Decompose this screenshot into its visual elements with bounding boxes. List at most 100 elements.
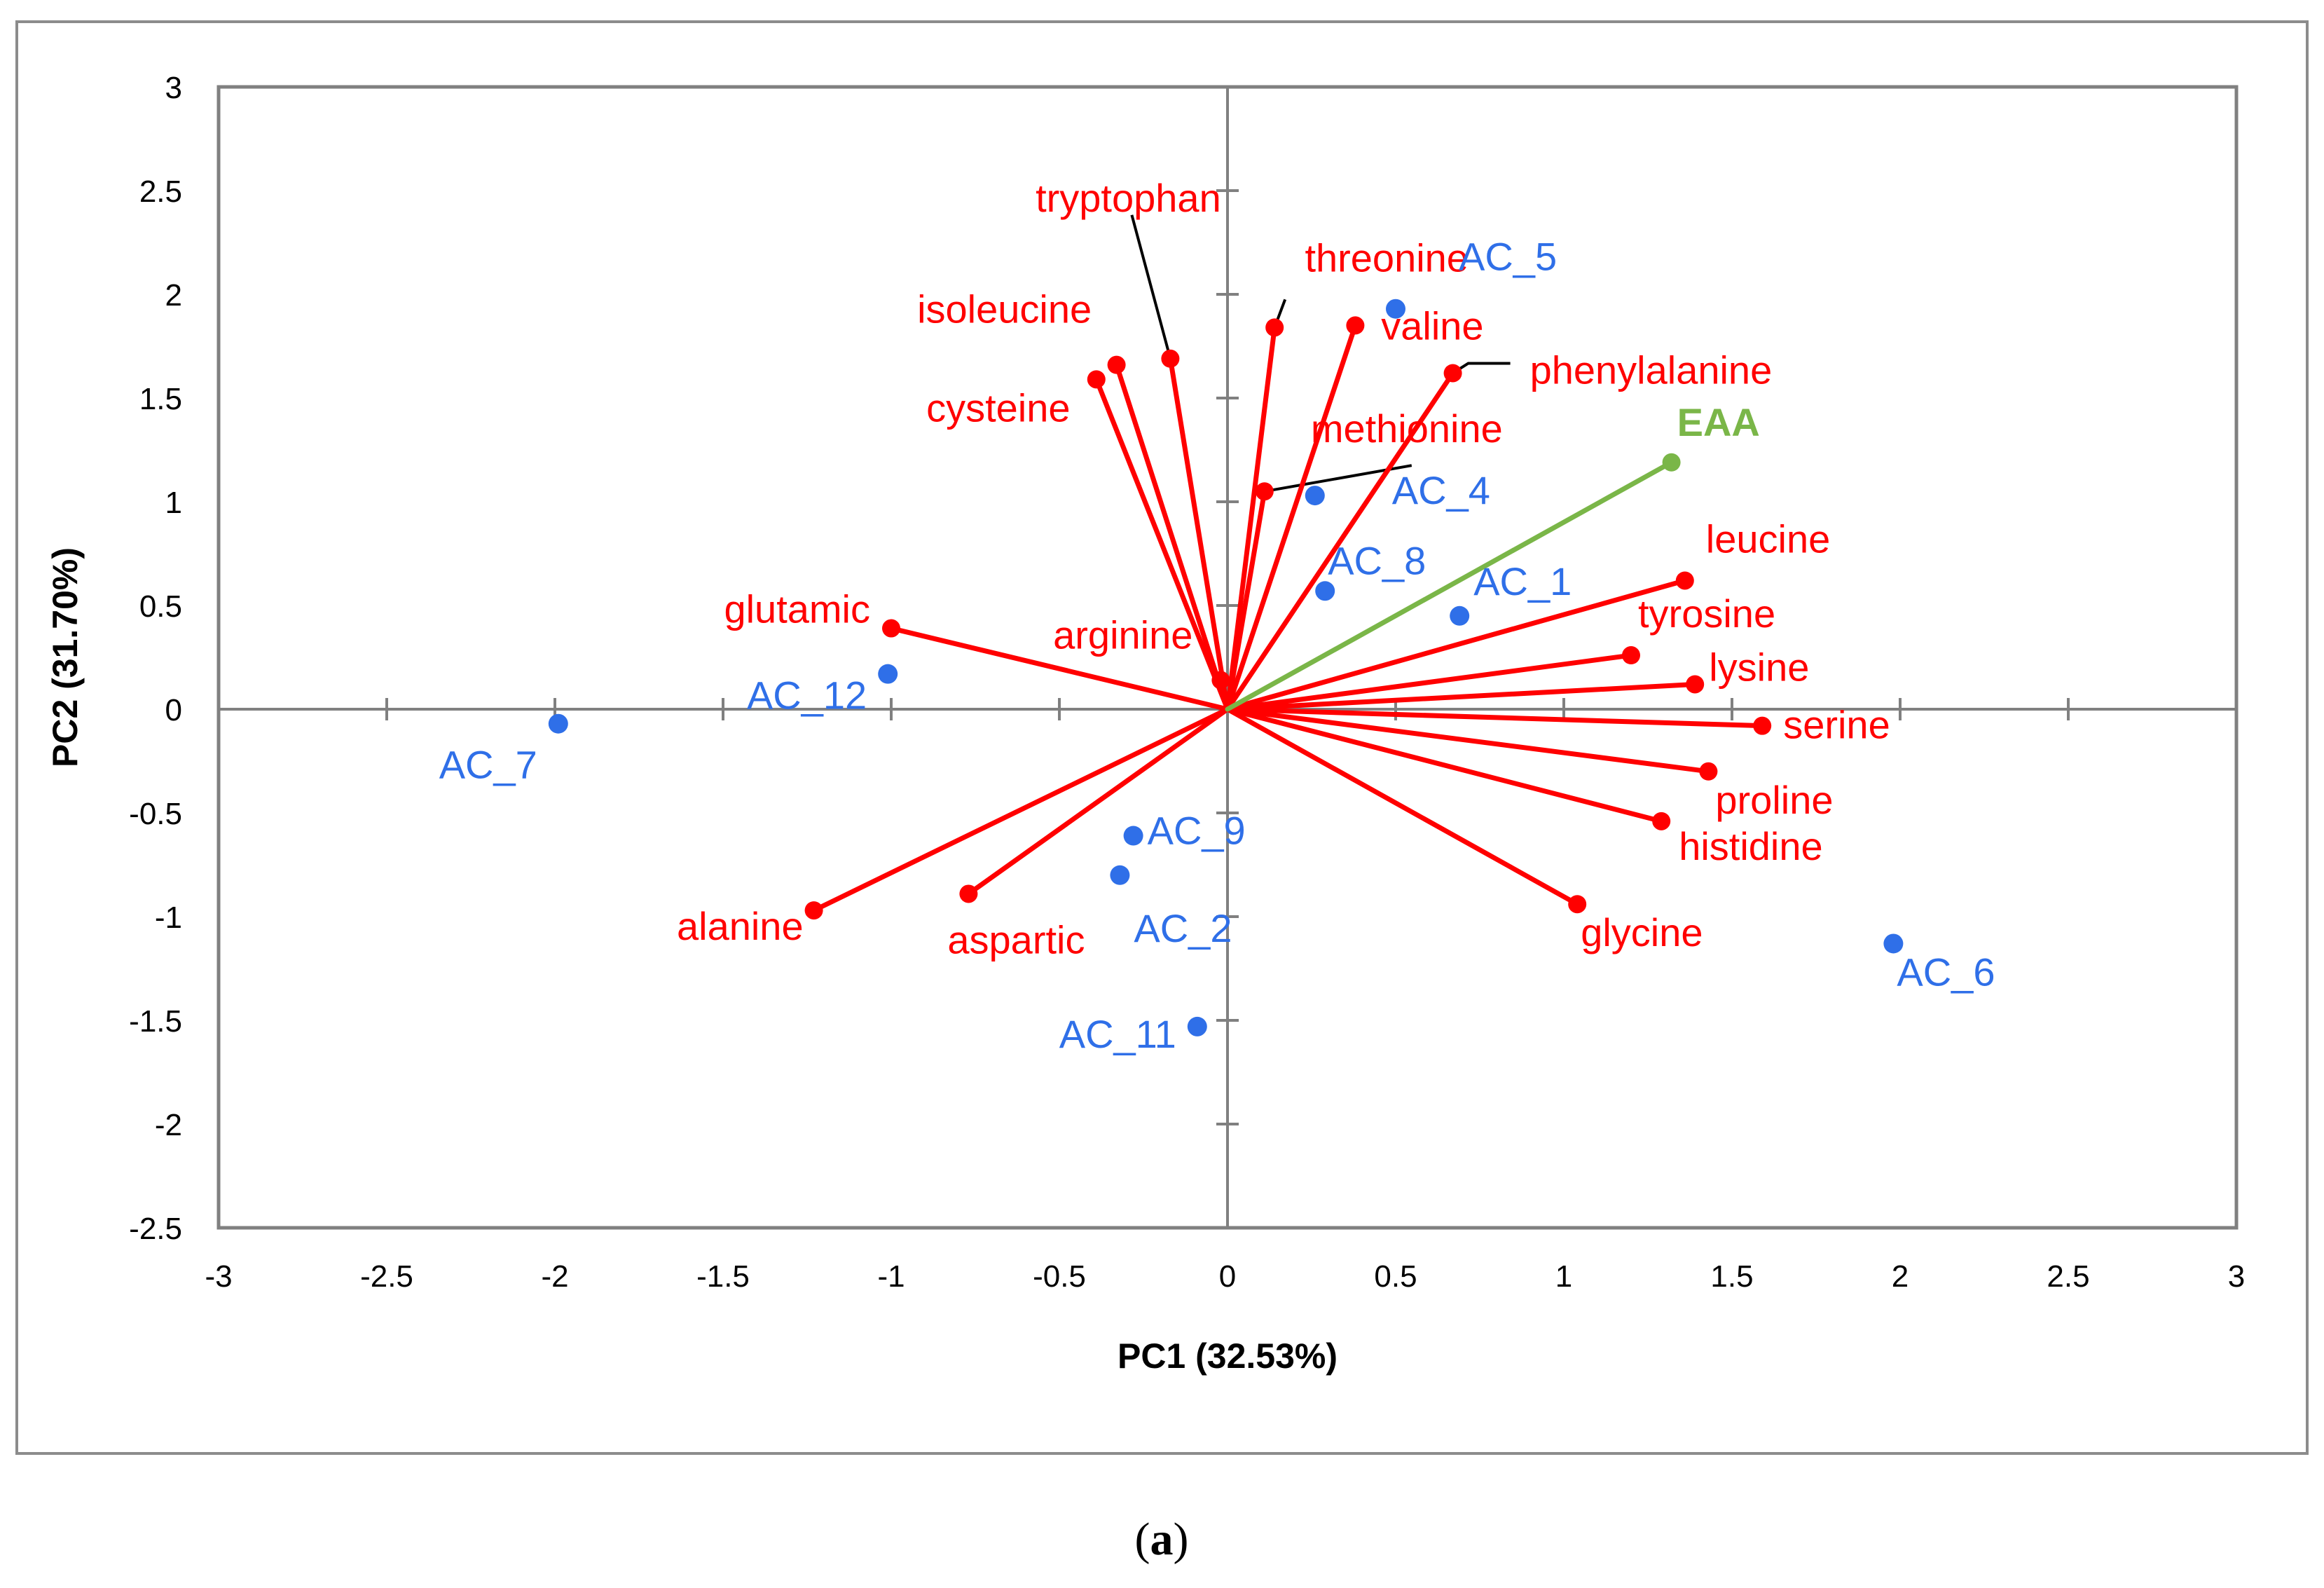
vector-threonine [1225,324,1277,712]
variable-label-serine: serine [1783,703,1890,747]
point-label-ac-12: AC_12 [747,673,867,718]
vector-aspartic [965,706,1230,896]
point-label-ac-1: AC_1 [1473,559,1572,603]
vector-tip-alanine [804,901,823,920]
x-tick-label: 1.5 [1710,1259,1753,1294]
variable-label-glycine: glycine [1581,910,1703,954]
vector-proline [1225,706,1711,774]
variable-vector-layer [804,316,1772,920]
supplementary-label-eaa: EAA [1677,400,1760,444]
caption-close: ) [1174,1514,1189,1565]
x-tick-label: -1 [877,1259,905,1294]
variable-label-glutamic: glutamic [724,587,870,631]
vector-tip-proline [1699,762,1718,781]
y-tick-label: -0.5 [129,797,182,831]
vector-tip-tyrosine [1622,646,1640,665]
variable-label-phenylalanine: phenylalanine [1530,348,1773,392]
point-ac-2 [1110,865,1130,885]
y-tick-label: -1.5 [129,1004,182,1039]
x-tick-label: 0.5 [1374,1259,1417,1294]
variable-label-cysteine: cysteine [926,385,1070,430]
vector-phenylalanine [1225,370,1456,712]
vector-tryptophan [1167,356,1230,712]
point-label-ac-11: AC_11 [1059,1012,1176,1056]
y-tick-label: 1.5 [139,382,182,416]
x-tick-label: 3 [2228,1259,2245,1294]
variable-label-isoleucine: isoleucine [917,287,1092,331]
point-ac-9 [1123,826,1143,846]
vector-tyrosine [1225,652,1634,712]
variable-label-tyrosine: tyrosine [1638,591,1775,636]
variable-label-tryptophan: tryptophan [1036,176,1221,220]
x-tick-label: -0.5 [1033,1259,1086,1294]
variable-label-leucine: leucine [1706,516,1830,561]
y-axis-title: PC2 (31.70%) [46,547,85,767]
y-tick-label: -2 [155,1108,182,1142]
y-tick-label: 1 [165,486,182,520]
x-tick-label: 0 [1219,1259,1236,1294]
point-ac-4 [1305,486,1325,506]
x-axis-title: PC1 (32.53%) [1118,1336,1338,1376]
vector-methionine [1225,488,1267,712]
vector-tip-glycine [1568,895,1587,914]
point-ac-5 [1386,299,1405,319]
point-ac-8 [1315,581,1335,601]
y-tick-label: 2 [165,278,182,313]
vector-alanine [811,706,1230,913]
x-tick-label: -2 [541,1259,568,1294]
vector-tip-tryptophan [1161,349,1180,368]
x-tick-label: -1.5 [696,1259,750,1294]
point-ac-12 [878,664,898,684]
vector-cysteine [1094,376,1230,712]
variable-label-proline: proline [1715,778,1833,822]
point-ac-6 [1883,933,1904,954]
point-label-ac-2: AC_2 [1134,906,1232,950]
y-tick-label: 3 [165,71,182,105]
vector-tip-serine [1753,716,1772,735]
vector-valine [1225,322,1358,712]
variable-label-valine: valine [1381,303,1483,348]
variable-label-alanine: alanine [677,904,804,948]
point-label-ac-6: AC_6 [1897,950,1995,994]
figure-caption: (a) [1135,1514,1189,1565]
vector-lysine [1225,681,1698,712]
chart-area-border [15,20,2309,1455]
point-label-ac-7: AC_7 [439,743,537,787]
y-tick-label: 0.5 [139,589,182,624]
x-tick-label: 2.5 [2047,1259,2089,1294]
variable-label-histidine: histidine [1679,824,1822,868]
vector-tip-methionine [1255,482,1274,501]
vector-tip-isoleucine [1107,355,1126,374]
y-tick-label: 0 [165,693,182,727]
vector-glycine [1225,706,1580,907]
point-ac-11 [1187,1016,1207,1036]
observation-point-layer [548,299,1904,1036]
vector-isoleucine [1114,362,1230,712]
variable-label-arginine: arginine [1053,613,1192,657]
tick-label-layer: -3 -2.5 -2 -1.5 -1 -0.5 0 0.5 1 1.5 2 2.5 3 3 2.5 2 1.5 1… [129,71,2245,1294]
point-label-ac-5: AC_5 [1459,235,1557,279]
caption-letter: a [1150,1514,1174,1565]
vector-histidine [1225,706,1664,824]
vector-serine [1225,706,1765,729]
y-tick-label: -2.5 [129,1212,182,1246]
vector-glutamic [888,626,1230,712]
label-layer: tryptophan threonine valine isoleucine cyste… [439,176,1995,1056]
vector-tip-phenylalanine [1443,364,1462,383]
vector-tip-lysine [1686,675,1705,694]
vector-tip-eaa [1662,453,1681,472]
vector-eaa [1225,460,1675,712]
point-label-ac-9: AC_9 [1148,809,1246,853]
vector-tip-arginine [1211,671,1230,690]
point-label-ac-4: AC_4 [1392,468,1490,512]
x-tick-label: 1 [1555,1259,1572,1294]
x-tick-label: -2.5 [360,1259,413,1294]
vector-tip-cysteine [1087,370,1106,389]
leader-line-tryptophan [1130,214,1172,360]
variable-label-threonine: threonine [1305,235,1469,280]
vector-tip-histidine [1652,812,1671,830]
variable-label-lysine: lysine [1709,645,1809,689]
vector-tip-valine [1346,316,1365,335]
vector-tip-glutamic [882,619,900,638]
